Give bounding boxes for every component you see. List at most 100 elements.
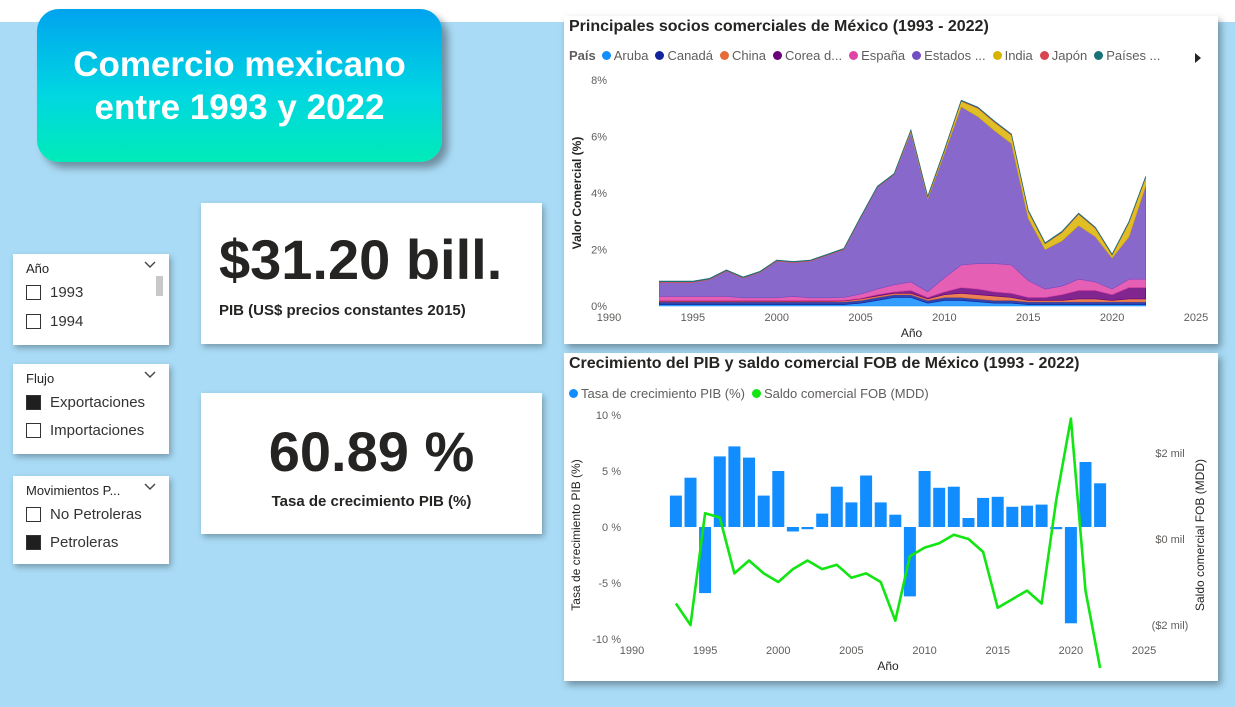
gdp-growth-bar <box>772 471 785 527</box>
y-tick-label: -5 % <box>598 578 621 590</box>
legend-label: Japón <box>1051 48 1088 63</box>
report-title-card: Comercio mexicano entre 1993 y 2022 <box>37 9 442 162</box>
chart-legend[interactable]: Tasa de crecimiento PIB (%) Saldo comerci… <box>569 386 936 401</box>
trade-balance-line <box>674 417 1102 669</box>
slicer-movimientos-item[interactable]: Petroleras <box>26 534 118 551</box>
slicer-flujo-item[interactable]: Exportaciones <box>26 394 145 411</box>
gdp-growth-bar <box>713 456 726 527</box>
gdp-growth-bar <box>1094 483 1107 527</box>
pib-kpi-card[interactable]: $31.20 bill. PIB (US$ precios constantes… <box>201 203 542 344</box>
legend-marker <box>569 389 578 398</box>
checkbox[interactable] <box>26 507 41 522</box>
growth-kpi-value: 60.89 % <box>268 420 475 483</box>
y2-axis-title: Saldo comercial FOB (MDD) <box>1193 459 1207 611</box>
x-tick-label: 2010 <box>912 645 936 657</box>
y2-tick-label: $2 mil <box>1155 448 1184 460</box>
legend-label: Saldo comercial FOB (MDD) <box>764 386 929 401</box>
y-tick-label: 8% <box>591 75 607 87</box>
chevron-down-icon[interactable] <box>143 368 157 385</box>
gdp-growth-bar <box>816 513 829 527</box>
scrollbar-thumb[interactable] <box>156 276 163 296</box>
legend-next-arrow-icon[interactable] <box>1194 50 1202 68</box>
checkbox-checked[interactable] <box>26 535 41 550</box>
y-tick-label: 5 % <box>602 466 621 478</box>
slicer-item-label: Importaciones <box>50 422 145 439</box>
legend-label: Corea d... <box>784 48 843 63</box>
chevron-down-icon[interactable] <box>143 480 157 497</box>
legend-marker <box>1094 51 1104 60</box>
x-axis-title: Año <box>901 326 923 340</box>
slicer-flujo-item[interactable]: Importaciones <box>26 422 144 439</box>
legend-item[interactable]: Estados ... <box>912 48 986 63</box>
chevron-down-icon[interactable] <box>143 258 157 275</box>
legend-marker <box>601 51 611 60</box>
legend-item[interactable]: Aruba <box>601 48 648 63</box>
slicer-anio-item[interactable]: 1993 <box>26 284 83 301</box>
legend-label: España <box>861 48 906 63</box>
gdp-growth-bar <box>728 446 741 527</box>
pib-kpi-label: PIB (US$ precios constantes 2015) <box>219 302 466 319</box>
legend-label: China <box>732 48 766 63</box>
legend-item[interactable]: Países ... <box>1094 48 1160 63</box>
y-tick-label: 2% <box>591 245 607 257</box>
chart-title: Crecimiento del PIB y saldo comercial FO… <box>569 355 1080 372</box>
legend-item[interactable]: Saldo comercial FOB (MDD) <box>752 386 929 401</box>
slicer-movimientos[interactable]: Movimientos P... No Petroleras Petrolera… <box>13 476 169 564</box>
checkbox-checked[interactable] <box>26 395 41 410</box>
area-series-estados- <box>659 106 1146 299</box>
gdp-growth-bar <box>1050 527 1063 530</box>
legend-item[interactable]: España <box>849 48 905 63</box>
slicer-flujo[interactable]: Flujo Exportaciones Importaciones <box>13 364 169 454</box>
slicer-movimientos-item[interactable]: No Petroleras <box>26 506 142 523</box>
y-tick-label: 4% <box>591 188 607 200</box>
x-tick-label: 2005 <box>848 312 872 324</box>
checkbox[interactable] <box>26 314 41 329</box>
x-tick-label: 2020 <box>1100 312 1124 324</box>
gdp-growth-bar <box>889 514 902 527</box>
gdp-growth-bar <box>1021 505 1033 527</box>
gdp-growth-bar <box>977 497 990 527</box>
gdp-growth-bar <box>801 527 814 530</box>
gdp-trade-chart-card[interactable]: Crecimiento del PIB y saldo comercial FO… <box>564 353 1218 681</box>
slicer-anio-item[interactable]: 1994 <box>26 313 83 330</box>
x-tick-label: 2015 <box>985 645 1009 657</box>
slicer-item-label: Petroleras <box>50 534 119 551</box>
y-tick-label: 10 % <box>596 410 621 422</box>
gdp-growth-bar <box>918 471 931 527</box>
legend-marker <box>772 51 782 60</box>
gdp-growth-bar <box>1079 462 1092 527</box>
legend-item[interactable]: Corea d... <box>772 48 843 63</box>
growth-kpi-card[interactable]: 60.89 % Tasa de crecimiento PIB (%) <box>201 393 542 534</box>
legend-label: India <box>1004 48 1033 63</box>
slicer-anio[interactable]: Año 1993 1994 <box>13 254 169 345</box>
chart-title: Principales socios comerciales de México… <box>569 18 989 35</box>
gdp-growth-bar <box>786 527 799 532</box>
legend-marker <box>752 389 762 398</box>
gdp-growth-bar <box>933 487 946 527</box>
legend-item[interactable]: Canadá <box>655 48 713 63</box>
legend-marker <box>720 51 729 60</box>
checkbox[interactable] <box>26 285 41 300</box>
trade-partners-area-chart[interactable]: 0% 2% 4% 6% 8% 1990 1995 2000 2005 2010 2015 2020 20… <box>564 16 1218 344</box>
legend-item[interactable]: Japón <box>1039 48 1088 63</box>
area-series-pa-ses- <box>659 99 1146 282</box>
legend-marker <box>655 51 665 60</box>
chart-legend[interactable]: País Aruba Canadá China Corea d... España Est… <box>569 48 1167 63</box>
y-tick-label: -10 % <box>592 634 621 646</box>
legend-label: Países ... <box>1106 48 1161 63</box>
slicer-item-label: Exportaciones <box>50 394 146 411</box>
legend-item[interactable]: Tasa de crecimiento PIB (%) <box>569 386 745 401</box>
x-tick-label: 2005 <box>839 645 863 657</box>
y2-tick-label: $0 mil <box>1155 534 1184 546</box>
legend-item[interactable]: China <box>720 48 766 63</box>
checkbox[interactable] <box>26 423 41 438</box>
legend-item[interactable]: India <box>992 48 1033 63</box>
x-tick-label: 1995 <box>693 645 717 657</box>
slicer-anio-title: Año <box>26 261 50 276</box>
gdp-growth-bar <box>669 495 682 527</box>
gdp-trade-combo-chart[interactable]: 10 % 5 % 0 % -5 % -10 % $2 mil $0 mil ($2 mil) 1… <box>564 353 1218 681</box>
trade-partners-chart-card[interactable]: Principales socios comerciales de México… <box>564 16 1218 344</box>
gdp-growth-bar <box>860 475 873 527</box>
slicer-movimientos-title: Movimientos P... <box>26 483 121 498</box>
gdp-growth-bar <box>743 457 755 527</box>
